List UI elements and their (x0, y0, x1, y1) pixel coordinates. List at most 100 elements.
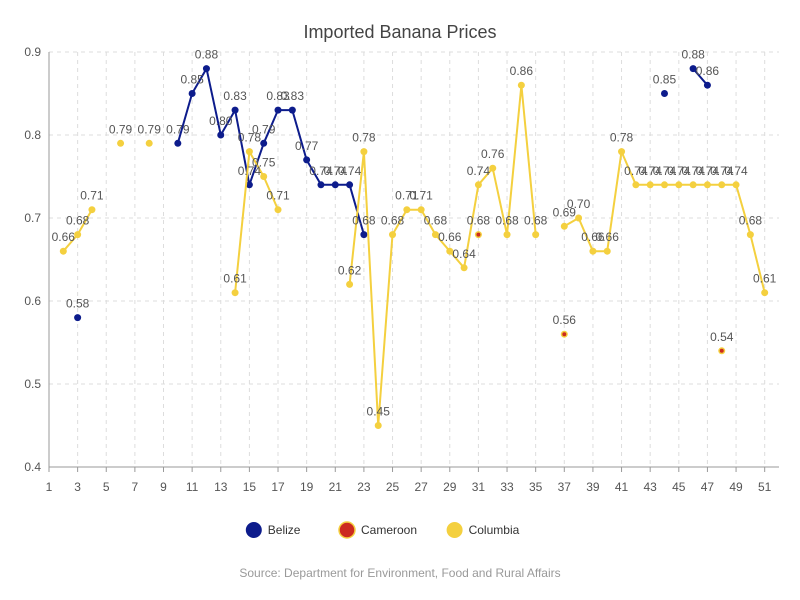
data-point-belize (231, 106, 239, 114)
data-point-belize (303, 156, 311, 164)
data-point-columbia (245, 148, 253, 156)
data-label-columbia: 0.74 (624, 164, 648, 178)
data-label-columbia: 0.74 (653, 164, 677, 178)
data-label-belize: 0.88 (681, 48, 705, 62)
data-point-belize (331, 181, 339, 189)
legend-label-columbia: Columbia (469, 523, 520, 537)
data-point-columbia (489, 164, 497, 172)
data-point-columbia (517, 81, 525, 89)
x-tick-label: 43 (643, 480, 657, 494)
data-point-columbia (675, 181, 683, 189)
x-tick-label: 21 (329, 480, 343, 494)
data-point-columbia (260, 173, 268, 180)
series-line-columbia (234, 150, 279, 293)
data-label-columbia: 0.61 (753, 272, 777, 286)
data-label-columbia: 0.74 (724, 164, 748, 178)
series-line-columbia (348, 84, 537, 427)
data-point-columbia (389, 231, 397, 239)
data-label-cameroon: 0.68 (467, 214, 491, 228)
data-label-belize: 0.80 (209, 114, 233, 128)
x-tick-label: 19 (300, 480, 314, 494)
data-point-columbia (746, 231, 754, 239)
x-tick-label: 37 (558, 480, 572, 494)
data-point-columbia (117, 139, 125, 147)
data-label-columbia: 0.66 (52, 230, 76, 244)
x-tick-label: 51 (758, 480, 772, 494)
y-tick-label: 0.7 (24, 211, 41, 225)
data-label-belize: 0.83 (266, 89, 290, 103)
data-label-columbia: 0.71 (80, 189, 104, 203)
x-tick-label: 35 (529, 480, 543, 494)
data-point-columbia (618, 148, 626, 156)
data-point-columbia (703, 181, 711, 189)
x-tick-label: 41 (615, 480, 629, 494)
data-point-belize (360, 231, 368, 239)
data-label-columbia: 0.69 (553, 205, 577, 219)
data-point-columbia (145, 139, 153, 147)
data-label-columbia: 0.68 (524, 214, 548, 228)
data-point-columbia (732, 181, 740, 189)
chart-title: Imported Banana Prices (303, 22, 496, 42)
data-label-belize: 0.77 (295, 139, 319, 153)
series-line-belize (692, 67, 709, 86)
x-tick-label: 49 (729, 480, 743, 494)
data-point-belize (188, 90, 196, 97)
data-label-columbia: 0.74 (681, 164, 705, 178)
x-tick-label: 7 (132, 480, 139, 494)
data-label-belize: 0.68 (352, 214, 376, 228)
data-point-belize (174, 139, 182, 147)
data-point-columbia (374, 422, 382, 429)
x-tick-label: 31 (472, 480, 486, 494)
data-point-columbia (474, 181, 482, 189)
data-label-belize: 0.85 (653, 73, 677, 87)
data-label-columbia: 0.76 (481, 147, 505, 161)
data-label-columbia: 0.66 (596, 230, 620, 244)
data-label-belize: 0.74 (309, 164, 333, 178)
data-label-columbia: 0.75 (252, 156, 276, 170)
data-label-belize: 0.79 (166, 122, 190, 136)
data-label-belize: 0.88 (195, 48, 219, 62)
legend-marker-belize (245, 522, 262, 538)
data-point-columbia (346, 280, 354, 288)
x-tick-label: 1 (46, 480, 53, 494)
data-label-columbia: 0.78 (352, 131, 376, 145)
data-point-belize (346, 181, 354, 189)
data-label-columbia: 0.74 (696, 164, 720, 178)
y-tick-label: 0.9 (24, 45, 41, 59)
legend-label-cameroon: Cameroon (361, 523, 417, 537)
y-tick-label: 0.4 (24, 460, 41, 474)
plot-area (59, 65, 769, 429)
data-label-columbia: 0.66 (581, 230, 605, 244)
data-label-belize: 0.74 (324, 164, 348, 178)
data-point-columbia (88, 206, 96, 214)
x-tick-label: 17 (271, 480, 285, 494)
data-label-columbia: 0.68 (381, 214, 405, 228)
data-point-columbia (431, 231, 439, 239)
data-label-columbia: 0.45 (367, 405, 391, 419)
data-point-belize (74, 314, 82, 322)
data-label-columbia: 0.71 (409, 189, 433, 203)
data-label-columbia: 0.79 (138, 122, 162, 136)
data-label-columbia: 0.64 (452, 247, 476, 261)
data-label-columbia: 0.62 (338, 263, 362, 277)
x-tick-label: 5 (103, 480, 110, 494)
data-label-cameroon: 0.54 (710, 330, 734, 344)
data-label-belize: 0.74 (238, 164, 262, 178)
data-label-columbia: 0.74 (710, 164, 734, 178)
source-note: Source: Department for Environment, Food… (239, 566, 560, 580)
data-point-columbia (403, 206, 411, 214)
data-point-core-cameroon (476, 232, 481, 237)
x-tick-label: 29 (443, 480, 457, 494)
data-label-columbia: 0.78 (610, 131, 634, 145)
x-tick-label: 39 (586, 480, 600, 494)
data-point-columbia (231, 289, 239, 297)
data-point-columbia (74, 231, 82, 239)
x-tick-label: 45 (672, 480, 686, 494)
data-label-belize: 0.79 (252, 122, 276, 136)
data-label-belize: 0.74 (338, 164, 362, 178)
data-point-columbia (761, 289, 769, 297)
data-point-columbia (718, 181, 726, 189)
data-point-belize (274, 106, 282, 114)
data-label-columbia: 0.74 (667, 164, 691, 178)
data-point-belize (703, 81, 711, 89)
